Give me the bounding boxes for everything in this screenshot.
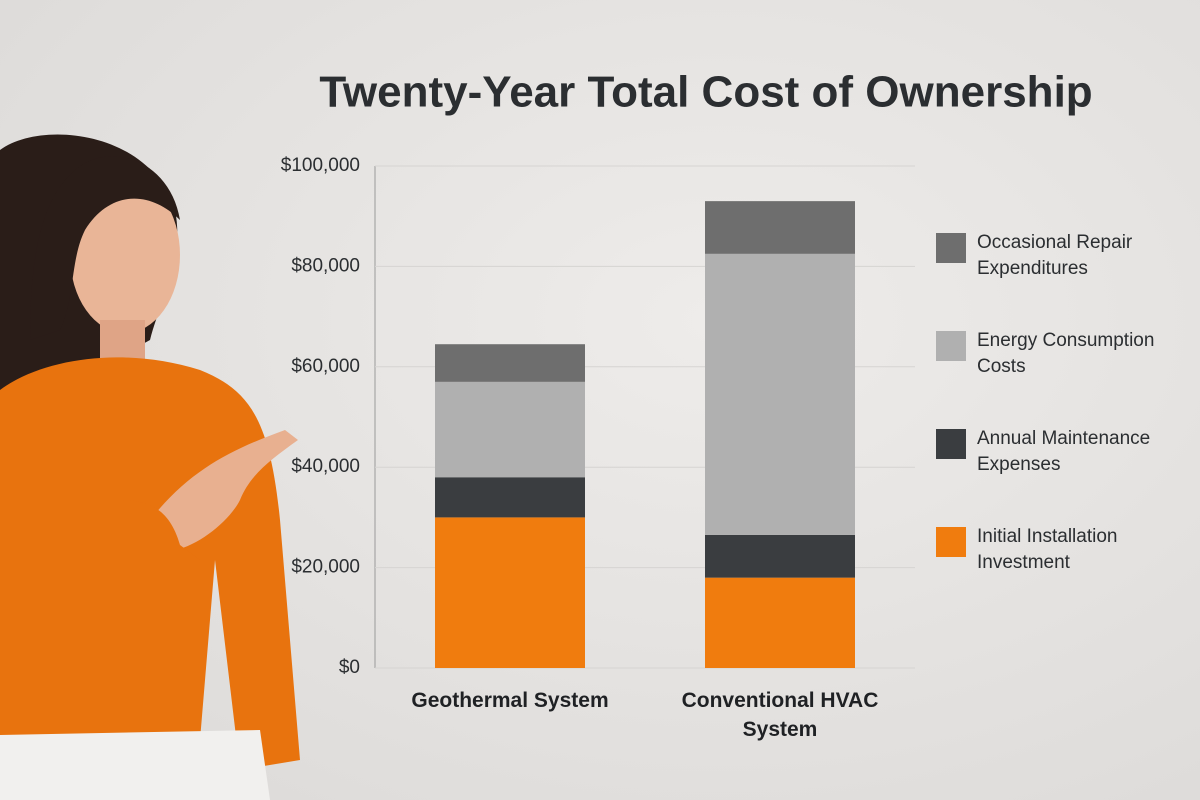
y-tick-label: $100,000	[281, 155, 360, 176]
y-tick-label: $20,000	[291, 557, 360, 578]
y-tick-label: $60,000	[291, 356, 360, 377]
bar-segment	[705, 534, 855, 578]
bar-segment	[435, 477, 585, 518]
legend-swatch	[936, 527, 966, 557]
bar-segment	[435, 344, 585, 382]
y-tick-label: $40,000	[291, 456, 360, 477]
bar-segment	[705, 577, 855, 668]
legend-swatch	[936, 233, 966, 263]
chart-title: Twenty-Year Total Cost of Ownership	[319, 68, 1092, 117]
bar-segment	[705, 253, 855, 535]
legend-label: Annual Maintenance Expenses	[977, 428, 1151, 475]
bar-segment	[435, 381, 585, 478]
x-tick-label: Geothermal System	[411, 689, 609, 712]
legend-label: Energy Consumption Costs	[977, 330, 1155, 377]
legend-label: Occasional Repair Expenditures	[977, 232, 1133, 279]
y-tick-label: $0	[339, 657, 360, 678]
legend-swatch	[936, 331, 966, 361]
bar-segment	[705, 201, 855, 254]
x-tick-label: Conventional HVAC System	[681, 689, 879, 741]
legend-swatch	[936, 429, 966, 459]
legend-label: Initial Installation Investment	[977, 526, 1118, 573]
bar-segment	[435, 517, 585, 668]
person-illustration	[0, 134, 300, 800]
y-tick-label: $80,000	[291, 255, 360, 276]
